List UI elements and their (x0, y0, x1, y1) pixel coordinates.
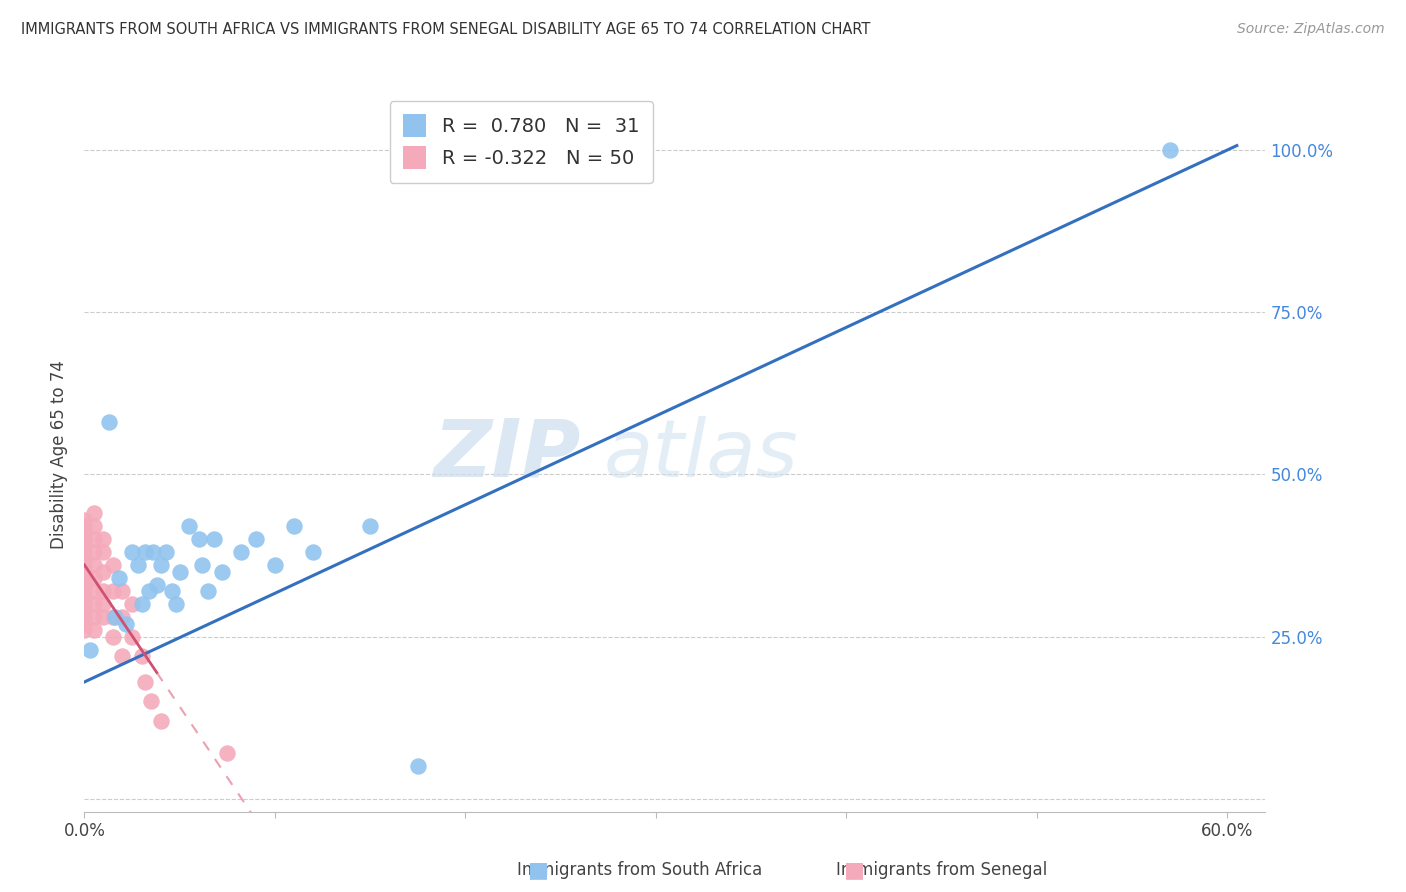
Point (160, 584, 183, 599)
Point (73, 571, 96, 585)
Point (283, 519, 305, 533)
Point (131, 648, 153, 663)
Point (73, 591, 96, 605)
Legend: R =  0.780   N =  31, R = -0.322   N = 50: R = 0.780 N = 31, R = -0.322 N = 50 (389, 101, 654, 183)
Point (73, 533, 96, 547)
Text: ZIP: ZIP (433, 416, 581, 494)
Point (263, 558, 285, 573)
Point (406, 759, 429, 773)
Text: atlas: atlas (605, 416, 799, 494)
Point (101, 558, 124, 573)
Point (93, 533, 115, 547)
Point (149, 714, 172, 728)
Point (73, 558, 96, 573)
Point (73, 616, 96, 631)
Point (73, 519, 96, 533)
Text: Immigrants from South Africa: Immigrants from South Africa (517, 861, 762, 879)
Point (139, 694, 162, 708)
Point (101, 584, 124, 599)
Point (1159, 143, 1181, 157)
Point (145, 577, 167, 591)
Point (211, 565, 233, 579)
Point (169, 565, 191, 579)
Point (83, 584, 105, 599)
Point (73, 584, 96, 599)
Point (245, 533, 267, 547)
Point (107, 571, 129, 585)
Point (73, 565, 96, 579)
Point (73, 519, 96, 533)
Point (111, 648, 134, 663)
Text: IMMIGRANTS FROM SOUTH AFRICA VS IMMIGRANTS FROM SENEGAL DISABILITY AGE 65 TO 74 : IMMIGRANTS FROM SOUTH AFRICA VS IMMIGRAN… (21, 22, 870, 37)
Point (83, 533, 105, 547)
Point (359, 519, 381, 533)
Point (93, 584, 115, 599)
Point (131, 597, 153, 611)
Point (73, 623, 96, 637)
Point (93, 565, 115, 579)
Point (83, 506, 105, 520)
Point (73, 545, 96, 559)
Point (73, 533, 96, 547)
Point (134, 545, 156, 559)
Point (93, 545, 115, 559)
Point (187, 533, 209, 547)
Point (121, 630, 143, 644)
Point (83, 558, 105, 573)
Point (73, 577, 96, 591)
Point (73, 525, 96, 540)
Point (155, 545, 177, 559)
Point (73, 539, 96, 553)
Y-axis label: Disability Age 65 to 74: Disability Age 65 to 74 (51, 360, 69, 549)
Point (73, 551, 96, 566)
Point (142, 545, 165, 559)
Point (127, 558, 149, 573)
Point (134, 675, 156, 690)
Point (98, 416, 121, 430)
Point (179, 519, 201, 533)
Point (191, 558, 214, 573)
Point (73, 604, 96, 618)
Point (149, 558, 172, 573)
Point (111, 584, 134, 599)
Point (79, 642, 101, 657)
Text: Source: ZipAtlas.com: Source: ZipAtlas.com (1237, 22, 1385, 37)
Point (83, 623, 105, 637)
Point (83, 597, 105, 611)
Point (83, 519, 105, 533)
Point (165, 597, 187, 611)
Point (93, 597, 115, 611)
Point (73, 597, 96, 611)
Text: ■: ■ (845, 860, 865, 880)
Text: Immigrants from Senegal: Immigrants from Senegal (837, 861, 1047, 879)
Point (73, 610, 96, 624)
Point (83, 571, 105, 585)
Point (73, 513, 96, 527)
Point (121, 545, 143, 559)
Point (197, 584, 219, 599)
Point (101, 630, 124, 644)
Text: ■: ■ (529, 860, 548, 880)
Point (104, 610, 127, 624)
Point (202, 533, 225, 547)
Point (111, 610, 134, 624)
Point (83, 545, 105, 559)
Point (302, 545, 325, 559)
Point (121, 597, 143, 611)
Point (83, 610, 105, 624)
Point (101, 610, 124, 624)
Point (217, 747, 239, 761)
Point (93, 610, 115, 624)
Point (229, 545, 252, 559)
Point (138, 584, 160, 599)
Point (115, 616, 138, 631)
